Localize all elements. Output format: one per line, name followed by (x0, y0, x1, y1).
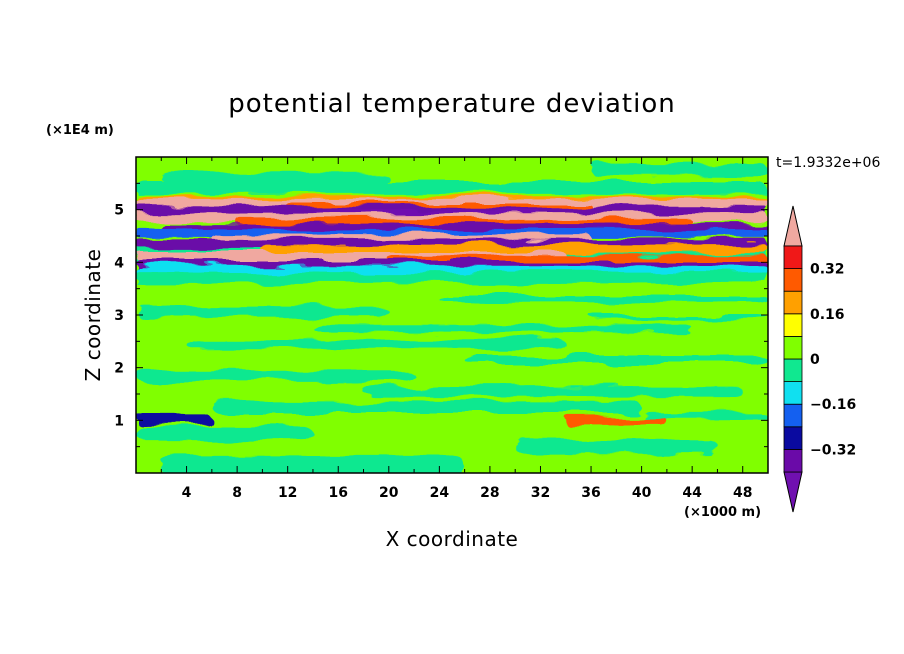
field-patch (161, 172, 389, 184)
field-patch (464, 355, 768, 364)
x-tick-label: 12 (278, 485, 297, 501)
field-patch (591, 315, 768, 321)
x-tick-label: 20 (379, 485, 399, 501)
colorbar-segment (783, 381, 803, 405)
x-tick-label: 16 (328, 485, 347, 501)
colorbar-over-triangle (783, 205, 803, 247)
field-patch (439, 295, 768, 303)
y-axis-label: Z coordinate (81, 249, 105, 382)
colorbar-label: −0.32 (810, 442, 856, 458)
x-tick-label: 8 (232, 485, 242, 501)
x-tick-label: 36 (581, 485, 600, 501)
colorbar-label: −0.16 (810, 397, 856, 413)
contour-band (136, 272, 768, 282)
colorbar-under-triangle (783, 471, 803, 513)
x-tick-label: 44 (682, 485, 702, 501)
x-axis-ticks: 4 8 12 16 20 24 28 32 36 40 44 48 (160, 157, 752, 501)
colorbar-segment (783, 290, 803, 315)
field-patch (161, 455, 465, 473)
colorbar-segment (783, 335, 803, 360)
field-patch (186, 338, 566, 350)
colorbar-segment (783, 313, 803, 337)
colorbar-label: 0.32 (810, 262, 845, 278)
y-axis-ticks: 1 2 3 4 5 (114, 182, 768, 448)
x-tick-label: 24 (430, 485, 450, 501)
contour-band (136, 265, 768, 275)
colorbar-label: 0 (810, 352, 820, 368)
time-label: t=1.9332e+06 (776, 155, 880, 171)
contour-band (136, 415, 212, 425)
colorbar-segment (783, 268, 803, 292)
colorbar: −0.32 −0.16 0 0.16 0.32 (783, 205, 856, 513)
field-patch (211, 401, 642, 413)
chart-title: potential temperature deviation (228, 89, 675, 119)
x-tick-label: 4 (182, 485, 192, 501)
x-tick-label: 32 (531, 485, 550, 501)
colorbar-segment (783, 426, 803, 450)
contour-field (136, 157, 768, 473)
x-axis-label: X coordinate (386, 527, 519, 551)
y-tick-label: 2 (114, 361, 124, 377)
y-tick-label: 3 (114, 308, 124, 324)
y-unit-label: (×1E4 m) (46, 123, 114, 138)
x-unit-label: (×1000 m) (684, 505, 761, 520)
field-patch (136, 306, 389, 319)
field-patch (363, 386, 743, 397)
y-tick-label: 5 (114, 203, 124, 219)
x-tick-label: 28 (480, 485, 499, 501)
x-tick-label: 40 (632, 485, 652, 501)
y-tick-label: 4 (114, 255, 124, 271)
contour-band (262, 244, 768, 254)
field-patch (136, 370, 415, 381)
colorbar-segment (783, 448, 803, 473)
colorbar-segment (783, 358, 803, 383)
colorbar-segment (783, 245, 803, 270)
field-patch (312, 324, 693, 333)
colorbar-segment (783, 403, 803, 428)
y-tick-label: 1 (114, 413, 124, 429)
contour-band (565, 417, 667, 427)
field-patch (515, 438, 718, 455)
x-tick-label: 48 (733, 485, 752, 501)
field-patch (641, 411, 768, 419)
colorbar-label: 0.16 (810, 307, 845, 323)
field-patch (136, 426, 313, 441)
field-patch (591, 163, 768, 177)
